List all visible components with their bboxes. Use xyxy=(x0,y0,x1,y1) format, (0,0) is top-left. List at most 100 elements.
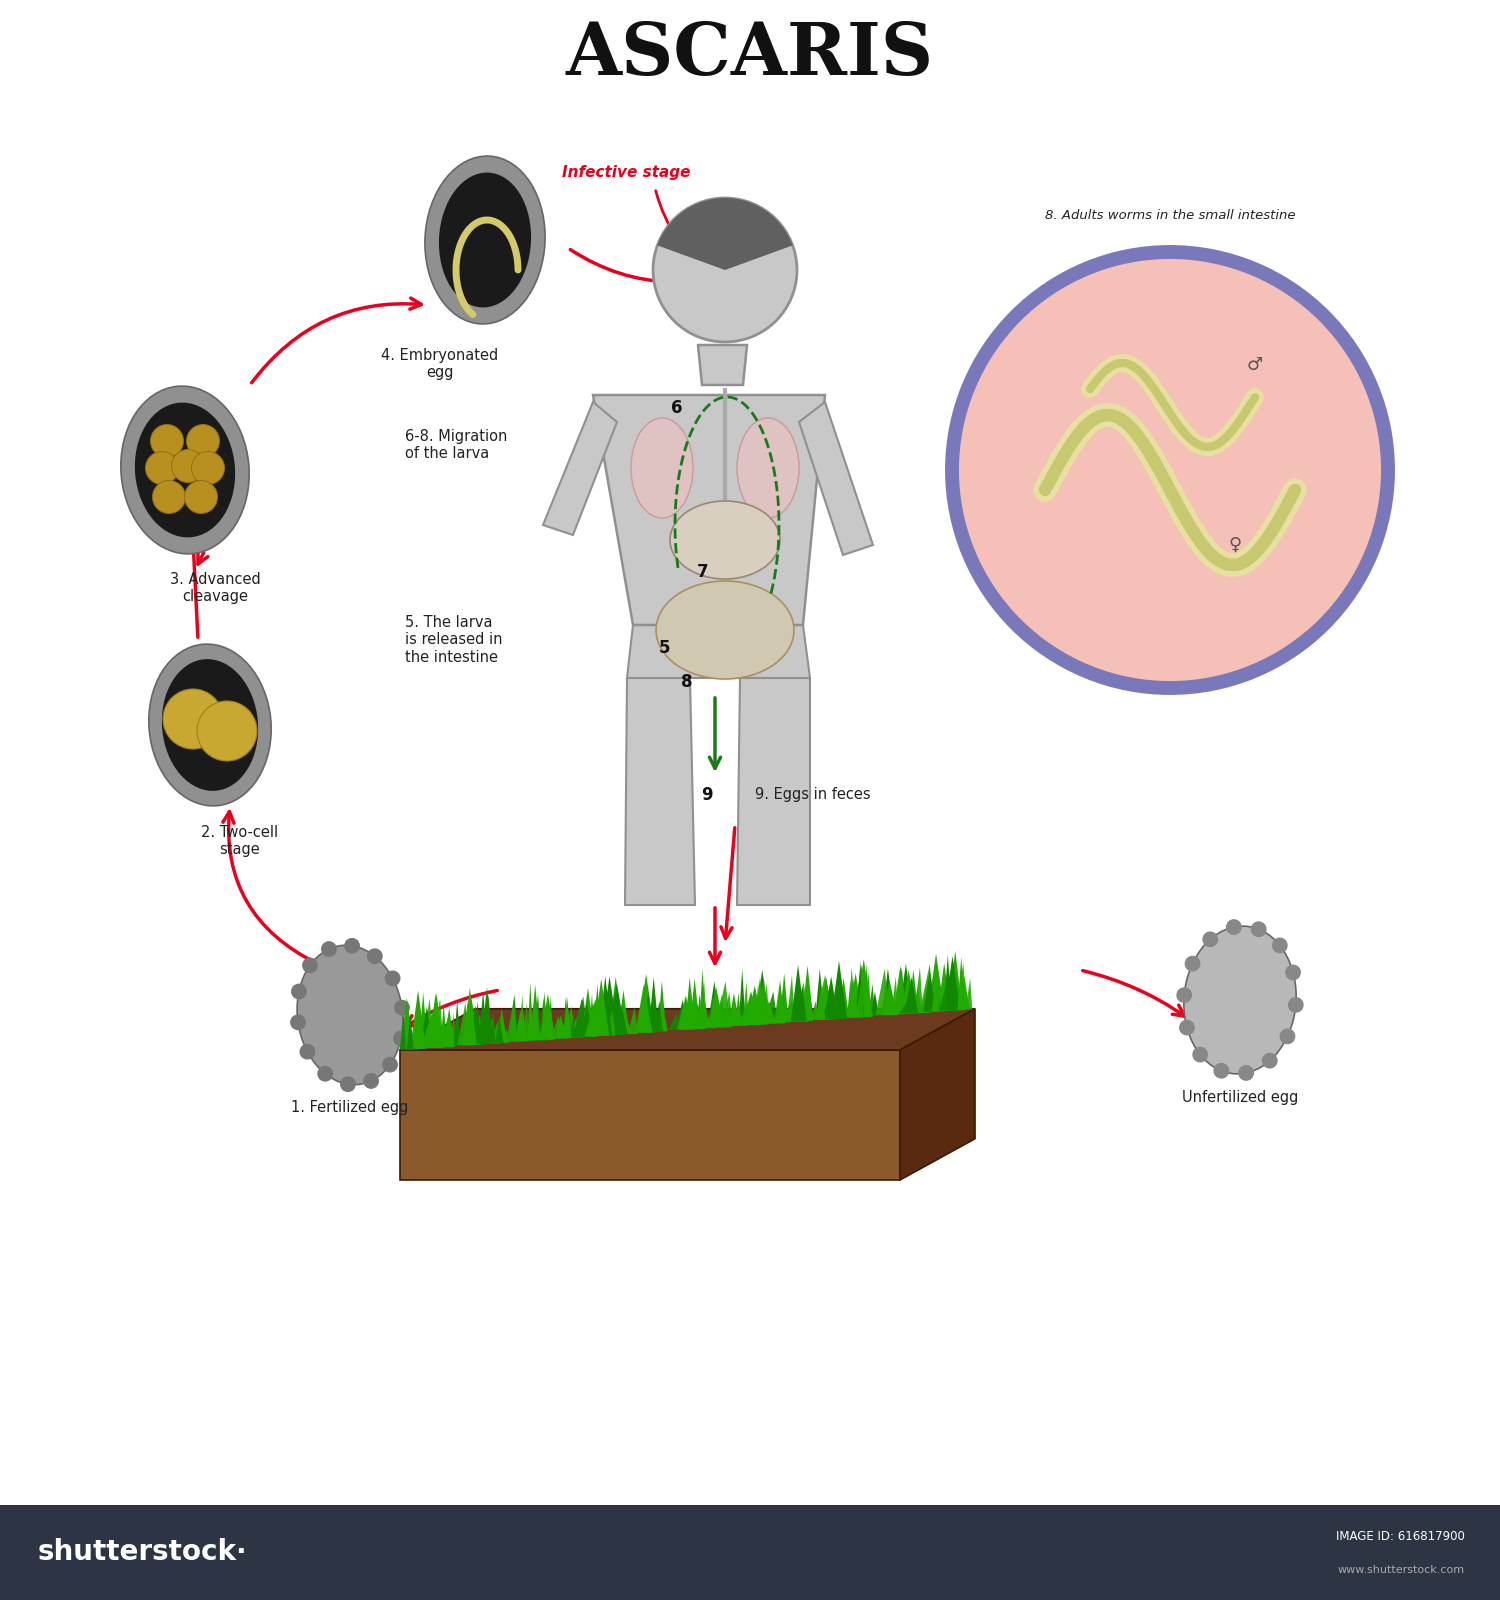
Polygon shape xyxy=(540,994,555,1040)
Polygon shape xyxy=(422,1021,438,1048)
Polygon shape xyxy=(764,992,778,1024)
Ellipse shape xyxy=(670,501,780,579)
Polygon shape xyxy=(914,966,922,1013)
Polygon shape xyxy=(602,976,618,1035)
Polygon shape xyxy=(452,1014,462,1046)
Polygon shape xyxy=(580,987,596,1037)
Polygon shape xyxy=(930,994,942,1011)
Polygon shape xyxy=(528,1022,538,1040)
Polygon shape xyxy=(786,974,795,1021)
Circle shape xyxy=(1288,998,1304,1013)
Circle shape xyxy=(340,1077,356,1091)
Polygon shape xyxy=(441,1003,447,1046)
Polygon shape xyxy=(548,994,554,1040)
Polygon shape xyxy=(609,976,622,1035)
Polygon shape xyxy=(867,984,874,1016)
Polygon shape xyxy=(692,1003,700,1029)
Polygon shape xyxy=(478,994,488,1045)
Polygon shape xyxy=(592,1018,604,1035)
Polygon shape xyxy=(472,1029,486,1045)
Polygon shape xyxy=(778,987,786,1022)
Polygon shape xyxy=(818,984,825,1019)
Polygon shape xyxy=(594,984,602,1035)
Circle shape xyxy=(321,942,336,957)
Ellipse shape xyxy=(122,386,249,554)
Polygon shape xyxy=(464,1000,474,1045)
Polygon shape xyxy=(936,998,944,1011)
Polygon shape xyxy=(924,992,932,1013)
Polygon shape xyxy=(568,1018,584,1037)
Ellipse shape xyxy=(135,403,236,538)
Polygon shape xyxy=(853,965,870,1018)
Polygon shape xyxy=(580,1003,592,1037)
Polygon shape xyxy=(440,1014,453,1048)
Text: 7: 7 xyxy=(698,563,709,581)
Polygon shape xyxy=(716,981,730,1027)
Polygon shape xyxy=(708,987,724,1027)
Text: 6: 6 xyxy=(672,398,682,418)
Polygon shape xyxy=(471,1014,484,1045)
Polygon shape xyxy=(898,963,912,1014)
Polygon shape xyxy=(648,978,658,1032)
Polygon shape xyxy=(582,1006,596,1037)
Polygon shape xyxy=(774,979,783,1022)
Polygon shape xyxy=(744,1010,750,1026)
Polygon shape xyxy=(892,990,904,1014)
Polygon shape xyxy=(585,998,600,1035)
Polygon shape xyxy=(462,1034,468,1046)
Polygon shape xyxy=(466,1019,474,1045)
Polygon shape xyxy=(856,968,864,1018)
Polygon shape xyxy=(530,986,540,1040)
Polygon shape xyxy=(550,1016,562,1038)
Polygon shape xyxy=(742,1013,748,1026)
Polygon shape xyxy=(597,994,608,1035)
Polygon shape xyxy=(884,986,894,1014)
Polygon shape xyxy=(720,1008,734,1027)
Polygon shape xyxy=(610,1016,622,1035)
Polygon shape xyxy=(756,989,766,1024)
Circle shape xyxy=(192,451,225,485)
Polygon shape xyxy=(728,994,740,1026)
Polygon shape xyxy=(909,970,918,1013)
Circle shape xyxy=(1214,1064,1228,1078)
Polygon shape xyxy=(708,981,722,1027)
Text: Infective stage: Infective stage xyxy=(562,165,690,179)
Polygon shape xyxy=(810,1002,819,1019)
Polygon shape xyxy=(591,1014,597,1037)
Polygon shape xyxy=(690,979,700,1029)
Circle shape xyxy=(1203,933,1218,947)
Polygon shape xyxy=(681,994,696,1029)
Polygon shape xyxy=(562,997,572,1038)
Polygon shape xyxy=(614,1016,626,1035)
Polygon shape xyxy=(858,992,870,1018)
Polygon shape xyxy=(966,978,972,1010)
Polygon shape xyxy=(756,1005,762,1024)
Polygon shape xyxy=(712,1006,726,1027)
Polygon shape xyxy=(419,992,428,1048)
Polygon shape xyxy=(861,989,868,1016)
Polygon shape xyxy=(427,994,444,1048)
Text: ASCARIS: ASCARIS xyxy=(566,19,934,91)
Polygon shape xyxy=(406,1013,414,1050)
Polygon shape xyxy=(859,976,873,1016)
Polygon shape xyxy=(920,965,934,1011)
Polygon shape xyxy=(454,1000,460,1046)
Polygon shape xyxy=(939,968,948,1011)
Ellipse shape xyxy=(736,418,800,518)
Polygon shape xyxy=(710,997,716,1029)
Circle shape xyxy=(186,424,219,458)
Polygon shape xyxy=(902,970,916,1013)
Text: ♀: ♀ xyxy=(1228,536,1242,554)
Text: shutterstock·: shutterstock· xyxy=(38,1539,248,1566)
Circle shape xyxy=(153,480,186,514)
Polygon shape xyxy=(486,1024,492,1045)
Polygon shape xyxy=(588,994,594,1037)
Polygon shape xyxy=(538,1018,548,1040)
Polygon shape xyxy=(945,968,958,1010)
Polygon shape xyxy=(892,966,908,1014)
Circle shape xyxy=(386,971,400,986)
Polygon shape xyxy=(792,982,801,1021)
Ellipse shape xyxy=(440,173,531,307)
Circle shape xyxy=(1263,1053,1276,1067)
Polygon shape xyxy=(780,973,789,1022)
